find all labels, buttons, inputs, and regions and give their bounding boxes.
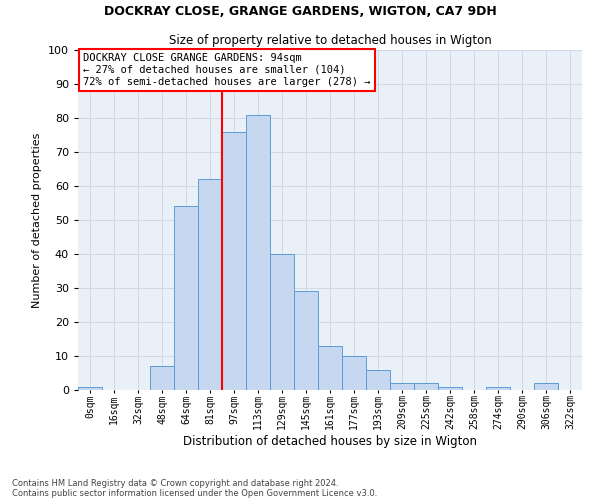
Bar <box>342 356 366 390</box>
Bar <box>270 254 294 390</box>
Bar <box>390 383 414 390</box>
Text: DOCKRAY CLOSE, GRANGE GARDENS, WIGTON, CA7 9DH: DOCKRAY CLOSE, GRANGE GARDENS, WIGTON, C… <box>104 5 496 18</box>
Text: Contains public sector information licensed under the Open Government Licence v3: Contains public sector information licen… <box>12 488 377 498</box>
Text: Contains HM Land Registry data © Crown copyright and database right 2024.: Contains HM Land Registry data © Crown c… <box>12 478 338 488</box>
Bar <box>174 206 198 390</box>
Bar <box>222 132 246 390</box>
Bar <box>438 386 462 390</box>
Bar <box>294 292 318 390</box>
Title: Size of property relative to detached houses in Wigton: Size of property relative to detached ho… <box>169 34 491 48</box>
Bar <box>78 386 102 390</box>
Bar <box>366 370 390 390</box>
Bar <box>198 179 222 390</box>
Text: DOCKRAY CLOSE GRANGE GARDENS: 94sqm
← 27% of detached houses are smaller (104)
7: DOCKRAY CLOSE GRANGE GARDENS: 94sqm ← 27… <box>83 54 371 86</box>
Bar <box>318 346 342 390</box>
Bar <box>150 366 174 390</box>
Bar <box>534 383 558 390</box>
Bar <box>486 386 510 390</box>
Bar <box>246 114 270 390</box>
Y-axis label: Number of detached properties: Number of detached properties <box>32 132 43 308</box>
Bar <box>414 383 438 390</box>
X-axis label: Distribution of detached houses by size in Wigton: Distribution of detached houses by size … <box>183 435 477 448</box>
